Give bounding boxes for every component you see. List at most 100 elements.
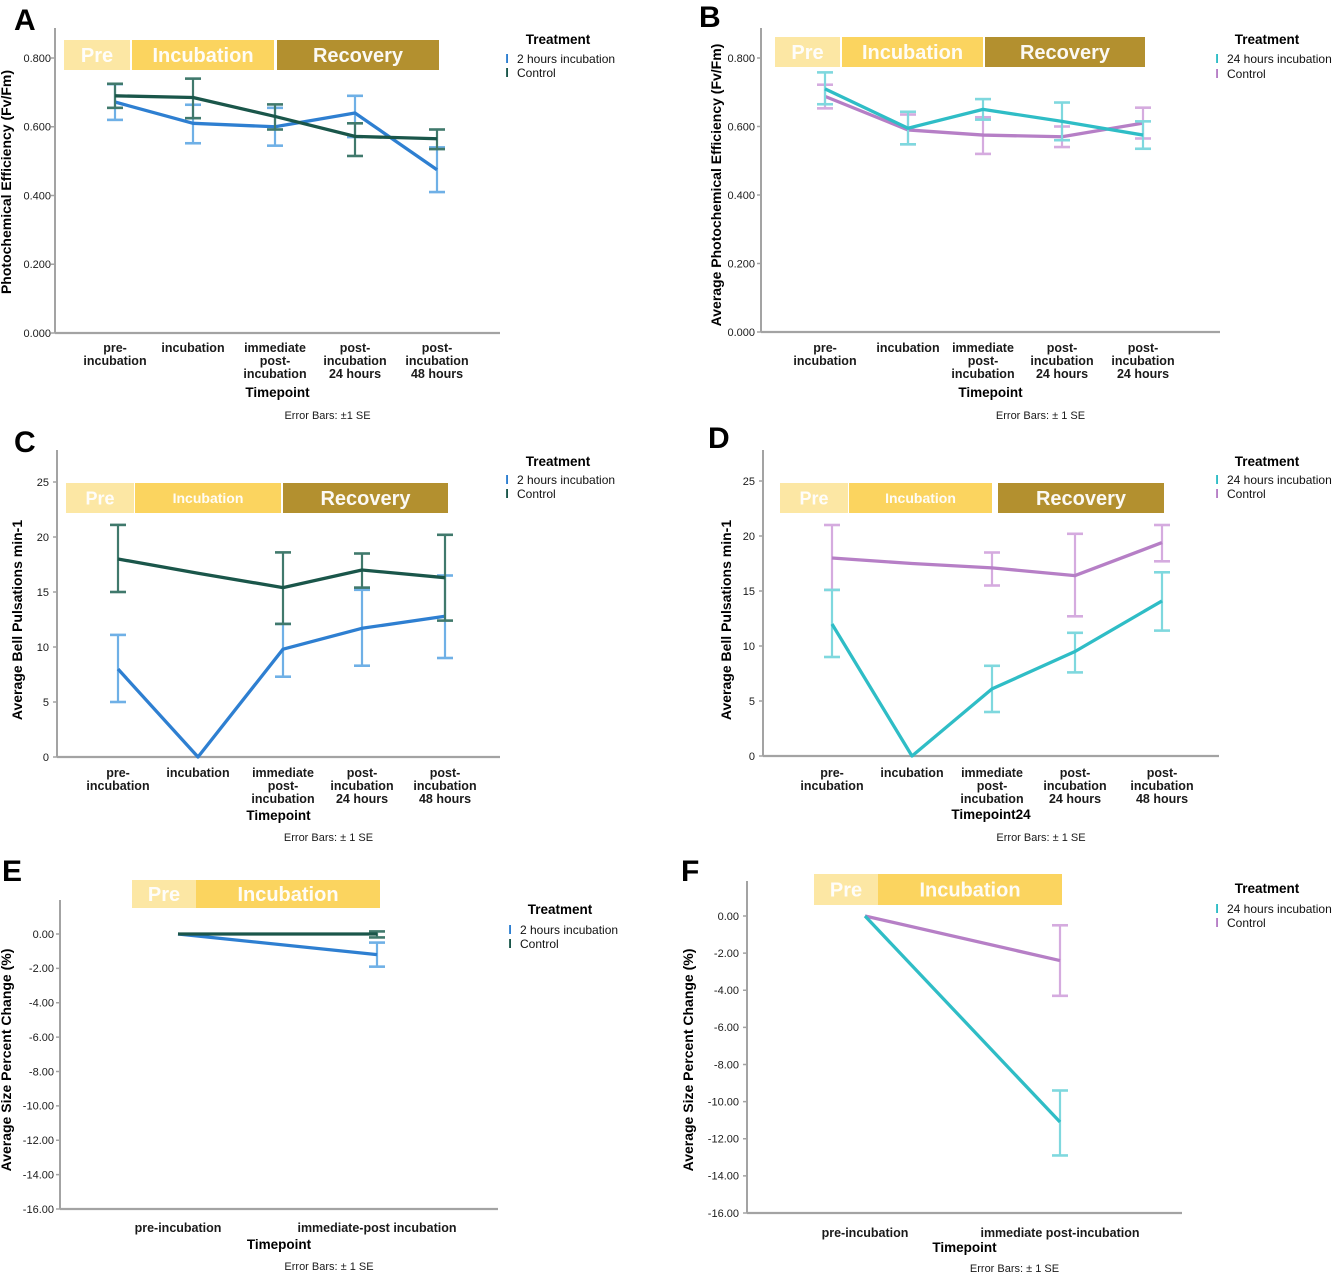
x-category-label: post-incubation 24 hours <box>1030 341 1093 381</box>
panel-f: F Pre Incubation 0.00 -2.00 -4.00 -6.00 -8.00 -… <box>671 855 1342 1278</box>
legend-title: Treatment <box>1235 454 1300 469</box>
phase-band-label-incubation: Incubation <box>862 42 963 64</box>
y-tick-label: 0 <box>749 751 755 763</box>
x-axis-title: Timepoint24 <box>951 807 1031 822</box>
y-axis-title: Average Bell Pulsations min-1 <box>9 520 25 720</box>
error-bar-24-hours-incubation <box>1052 1089 1068 1157</box>
error-note: Error Bars: ± 1 SE <box>996 832 1085 844</box>
error-note: Error Bars: ± 1 SE <box>284 832 373 844</box>
error-note: Error Bars: ±1 SE <box>284 410 370 420</box>
series-control <box>107 77 445 158</box>
x-category-label: pre-incubation <box>800 766 863 793</box>
y-tick-label: -12.00 <box>708 1134 739 1146</box>
x-category-label: incubation <box>876 341 939 355</box>
x-category-label: pre-incubation <box>83 341 146 368</box>
phase-band-label-incubation: Incubation <box>152 45 253 67</box>
y-tick-label: 20 <box>743 531 755 543</box>
x-category-label: post-incubation 24 hours <box>1043 766 1106 806</box>
phase-band-pre <box>132 880 196 908</box>
panel-letter-e: E <box>2 855 23 888</box>
y-tick-label: 15 <box>37 587 49 599</box>
legend-label-control: Control <box>517 66 556 80</box>
y-tick-label: 0.00 <box>718 911 739 923</box>
phase-band-label-incubation: Incubation <box>885 490 956 506</box>
phase-band-recovery <box>998 483 1164 513</box>
legend-title: Treatment <box>1235 881 1300 896</box>
y-tick-label: 10 <box>743 641 755 653</box>
series-line-24-hours-incubation <box>830 599 1163 758</box>
y-tick-label: -4.00 <box>29 998 54 1010</box>
series-line-2-hours-incubation <box>116 614 446 759</box>
series-control <box>178 930 385 939</box>
legend: Treatment I 24 hours incubation I Control <box>1215 32 1332 81</box>
error-bar-control <box>110 523 126 594</box>
chart-svg-f: Pre Incubation 0.00 -2.00 -4.00 -6.00 -8.00 -10… <box>680 874 1332 1275</box>
legend-label-control: Control <box>1227 487 1266 501</box>
y-tick-label: 0.00 <box>33 929 54 941</box>
y-tick-label: -16.00 <box>23 1204 54 1216</box>
chart-svg-b: Pre Incubation Recovery 0.000 0.200 0.400 0.60… <box>708 28 1332 420</box>
legend-marker-2-hours-incubation: I <box>508 922 512 937</box>
y-tick-label: 25 <box>743 476 755 488</box>
phase-band-label-pre: Pre <box>148 884 180 906</box>
y-tick-label: -6.00 <box>714 1022 739 1034</box>
y-tick-label: 5 <box>43 697 49 709</box>
series-control <box>110 523 453 626</box>
error-note: Error Bars: ± 1 SE <box>284 1261 373 1273</box>
phase-band-label-recovery: Recovery <box>313 45 404 67</box>
x-category-label: immediate-post incubation <box>297 1221 456 1235</box>
panel-c: C Pre Incubation Recovery 0 5 10 15 20 25 Average… <box>0 420 671 855</box>
x-axis-title: Timepoint <box>932 1240 997 1255</box>
y-tick-label: 5 <box>749 696 755 708</box>
legend-label-2-hours-incubation: 2 hours incubation <box>517 473 615 487</box>
legend-label-24-hours-incubation: 24 hours incubation <box>1227 52 1332 66</box>
panel-letter-c: C <box>14 426 36 459</box>
y-tick-label: 0.200 <box>23 259 51 271</box>
chart-svg-d: Pre Incubation Recovery 0 5 10 15 20 25 Average B… <box>718 450 1332 844</box>
panel-d: D Pre Incubation Recovery 0 5 10 15 20 25 Average… <box>671 420 1342 855</box>
y-tick-label: 0.800 <box>23 53 51 65</box>
y-tick-label: 10 <box>37 642 49 654</box>
y-tick-label: -10.00 <box>708 1096 739 1108</box>
x-category-label: pre-incubation <box>822 1226 909 1240</box>
legend-label-2-hours-incubation: 2 hours incubation <box>517 52 615 66</box>
panel-letter-d: D <box>708 422 730 455</box>
phase-band-pre <box>814 874 878 905</box>
legend-label-control: Control <box>1227 67 1266 81</box>
y-tick-label: -6.00 <box>29 1032 54 1044</box>
legend-marker-2-hours-incubation: I <box>505 472 509 487</box>
y-tick-label: -8.00 <box>29 1066 54 1078</box>
phase-band-label-pre: Pre <box>830 880 862 902</box>
x-category-label: incubation <box>166 766 229 780</box>
panel-letter-f: F <box>681 855 700 888</box>
y-tick-label: 0.000 <box>23 328 51 340</box>
legend-marker-control: I <box>505 486 509 501</box>
legend-marker-24-hours-incubation: I <box>1215 51 1219 66</box>
x-category-label: post-incubation 24 hours <box>330 766 393 806</box>
phase-band-label-incubation: Incubation <box>919 880 1020 902</box>
panel-letter-b: B <box>699 1 721 34</box>
series-line-24-hours-incubation <box>863 914 1062 1124</box>
series-line-2-hours-incubation <box>177 932 378 957</box>
legend-marker-control: I <box>1215 486 1219 501</box>
x-category-label: incubation <box>880 766 943 780</box>
y-tick-label: -16.00 <box>708 1208 739 1220</box>
legend-title: Treatment <box>526 32 591 47</box>
phase-band-incubation <box>849 483 992 513</box>
phase-band-incubation <box>196 880 380 908</box>
x-category-label: immediate post-incubation <box>243 341 306 381</box>
phase-band-incubation <box>135 483 281 513</box>
phase-band-recovery <box>985 37 1145 67</box>
x-category-label: post-incubation 48 hours <box>405 341 468 381</box>
legend: Treatment I 2 hours incubation I Control <box>505 454 615 501</box>
phase-band-incubation <box>132 40 274 70</box>
x-category-label: pre-incubation <box>793 341 856 368</box>
legend-marker-control: I <box>508 936 512 951</box>
phase-band-label-recovery: Recovery <box>1036 488 1127 510</box>
series-line-control <box>824 94 1144 139</box>
y-tick-label: 0.800 <box>727 53 755 65</box>
x-category-label: pre-incubation <box>86 766 149 793</box>
phase-band-pre <box>66 483 134 513</box>
legend: Treatment I 2 hours incubation I Control <box>508 902 618 951</box>
